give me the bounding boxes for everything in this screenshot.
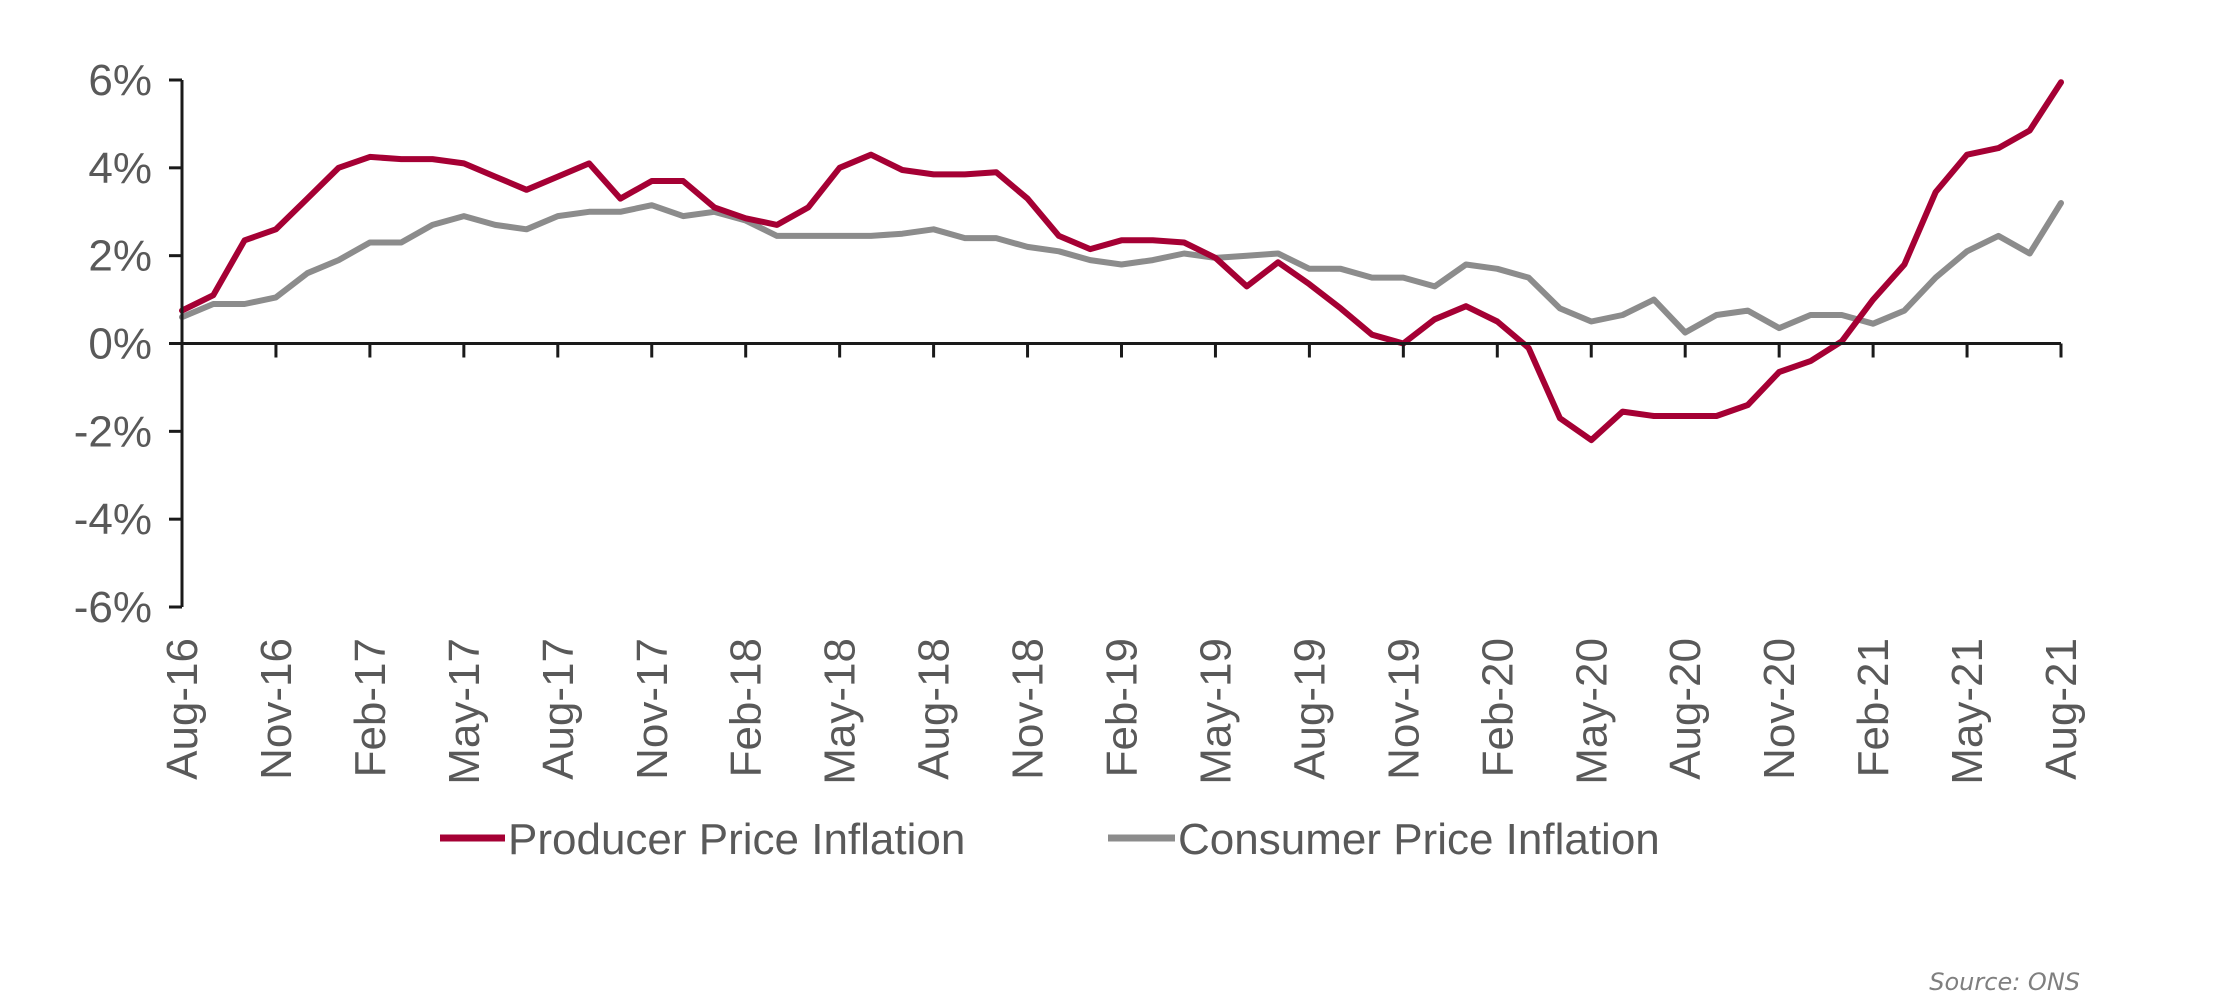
x-tick-label: Nov-17 xyxy=(628,638,677,780)
x-tick-label: Feb-21 xyxy=(1849,638,1898,777)
y-tick-label: 2% xyxy=(88,232,152,281)
y-tick-label: 0% xyxy=(88,320,152,369)
y-tick-label: -6% xyxy=(74,583,152,632)
x-tick-label: Feb-17 xyxy=(346,638,395,777)
legend-label-producer: Producer Price Inflation xyxy=(508,815,965,864)
x-tick-label: May-19 xyxy=(1191,638,1240,785)
x-tick-label: May-18 xyxy=(816,638,865,785)
series-layer xyxy=(179,79,2064,444)
x-tick-label: Aug-19 xyxy=(1285,638,1334,780)
x-tick-label: Feb-18 xyxy=(722,638,771,777)
x-ticks: Aug-16 Nov-16 Feb-17 May-17 Aug-17 Nov-17 Feb-… xyxy=(158,343,2086,785)
x-tick-label: Aug-18 xyxy=(910,638,959,780)
legend-label-consumer: Consumer Price Inflation xyxy=(1178,815,1660,864)
x-tick-label: May-21 xyxy=(1943,638,1992,785)
source-label: Source: ONS xyxy=(1929,968,2080,996)
y-tick-label: 6% xyxy=(88,56,152,105)
legend: Producer Price Inflation Consumer Price … xyxy=(440,815,1660,864)
x-tick-label: Nov-16 xyxy=(252,638,301,780)
x-tick-label: May-17 xyxy=(440,638,489,785)
x-tick-label: Feb-19 xyxy=(1098,638,1147,777)
x-tick-label: Nov-19 xyxy=(1379,638,1428,780)
y-tick-label: -4% xyxy=(74,495,152,544)
x-tick-label: Feb-20 xyxy=(1473,638,1522,777)
x-tick-label: Aug-17 xyxy=(534,638,583,780)
y-tick-label: 4% xyxy=(88,144,152,193)
x-tick-label: May-20 xyxy=(1567,638,1616,785)
x-tick-label: Nov-20 xyxy=(1755,638,1804,780)
x-tick-label: Nov-18 xyxy=(1004,638,1053,780)
series-line-producer-price-inflation xyxy=(179,79,2064,444)
x-tick-label: Aug-20 xyxy=(1661,638,1710,780)
y-tick-label: -2% xyxy=(74,407,152,456)
y-ticks: 6% 4% 2% 0% -2% -4% -6% xyxy=(74,56,182,632)
x-tick-label: Aug-16 xyxy=(158,638,207,780)
x-tick-label: Aug-21 xyxy=(2037,638,2086,780)
series-line-consumer-price-inflation xyxy=(179,200,2064,336)
